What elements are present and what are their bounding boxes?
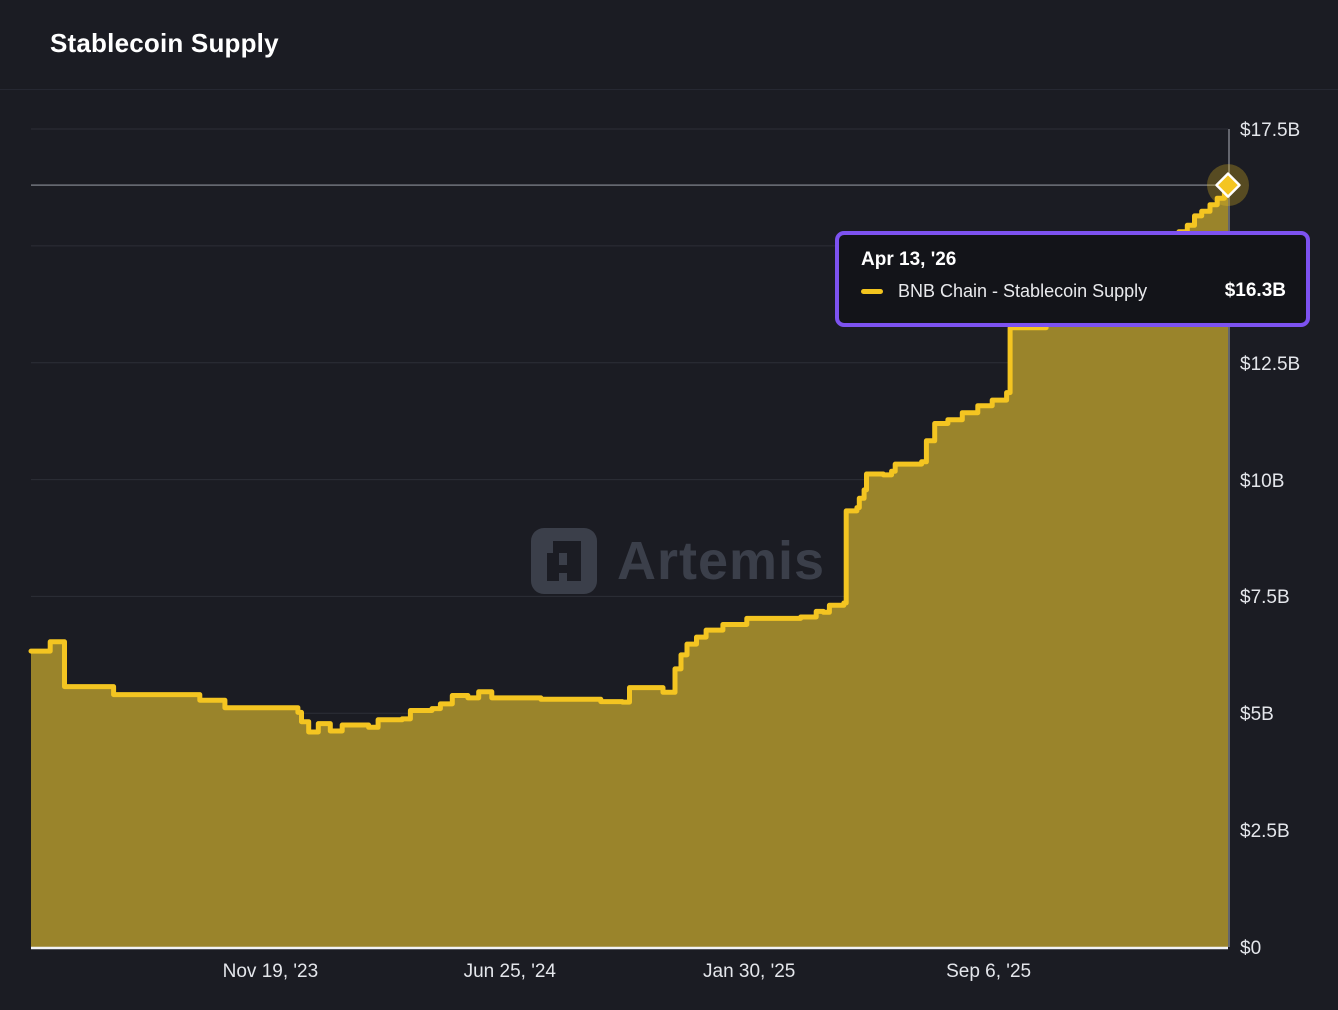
tooltip-series-label: BNB Chain - Stablecoin Supply	[898, 280, 1148, 301]
x-axis-tick-label: Sep 6, '25	[946, 961, 1032, 982]
chart-tooltip: Apr 13, '26 BNB Chain - Stablecoin Suppl…	[835, 231, 1310, 327]
y-axis-tick-label: $17.5B	[1240, 120, 1301, 141]
series-dash-icon	[861, 288, 883, 294]
y-axis-tick-label: $10B	[1240, 470, 1285, 492]
tooltip-value: $16.3B	[1224, 280, 1286, 301]
series-area-fill	[31, 185, 1228, 948]
x-axis-tick-label: Nov 19, '23	[222, 961, 319, 982]
series-line	[28, 182, 1231, 735]
artemis-logo-icon	[531, 528, 597, 594]
tooltip-series-row: BNB Chain - Stablecoin Supply $16.3B	[859, 280, 1286, 302]
watermark-text: Artemis	[617, 531, 826, 591]
y-axis-tick-label: $5B	[1240, 704, 1274, 726]
x-axis-tick-label: Jan 30, '25	[703, 961, 796, 982]
hover-marker-diamond	[1215, 172, 1241, 198]
y-axis-tick-label: $2.5B	[1240, 821, 1290, 843]
header-divider	[0, 89, 1338, 90]
x-axis-tick-label: Jun 25, '24	[463, 961, 556, 982]
y-axis-tick-label: $12.5B	[1240, 353, 1301, 375]
artemis-watermark: Artemis	[531, 528, 825, 594]
chart-area[interactable]: Artemis $0 $2.5B $5B $7.5B $10B $12.5B $17.5B …	[0, 90, 1338, 1010]
chart-header: Stablecoin Supply	[0, 0, 1338, 89]
y-axis-tick-label: $7.5B	[1240, 587, 1290, 609]
page-title: Stablecoin Supply	[50, 28, 279, 58]
tooltip-date: Apr 13, '26	[861, 249, 957, 270]
y-axis-tick-label: $0	[1240, 938, 1262, 959]
